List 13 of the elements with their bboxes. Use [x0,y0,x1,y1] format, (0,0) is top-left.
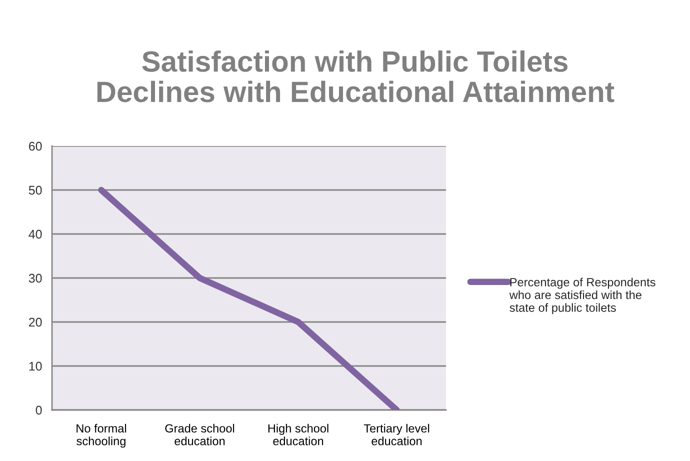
x-tick-label: High school education [268,424,328,446]
y-tick-label: 30 [28,274,42,283]
x-tick-label: Grade school education [165,424,234,446]
x-tick-label: Tertiary level education [364,424,430,446]
chart-title: Satisfaction with Public Toilets Declines with Educational Attainment [97,50,614,102]
legend-label: Percentage of Respondents who are satisfied with the state of public toilets [509,278,656,314]
y-tick-label: 0 [36,406,42,415]
y-tick-label: 40 [28,230,42,239]
y-tick-label: 20 [29,318,42,327]
y-tick-label: 10 [29,362,42,371]
y-tick-label: 50 [28,186,42,195]
y-tick-label: 60 [29,142,42,151]
x-tick-label: No formal schooling [76,424,126,448]
